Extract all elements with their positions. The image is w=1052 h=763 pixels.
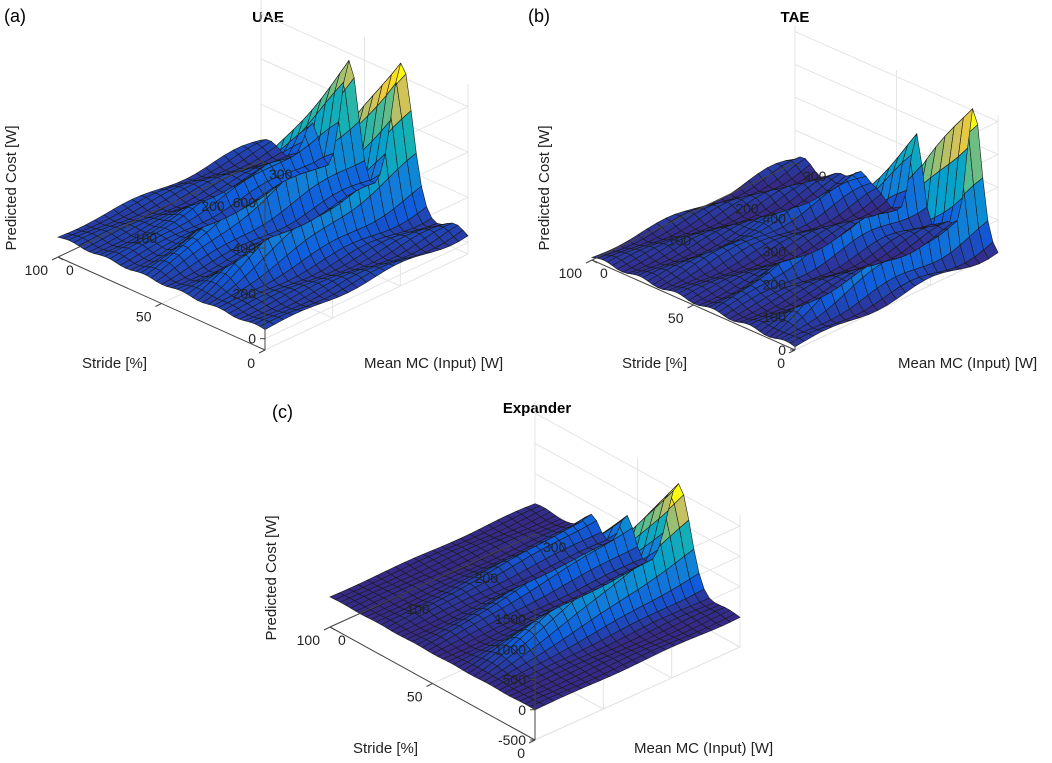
y-tick-mark	[659, 227, 665, 232]
x-tick-label: 0	[247, 355, 255, 371]
x-tick-mark	[426, 683, 433, 687]
z-tick-label: 0	[248, 331, 256, 347]
x-tick-mark	[687, 304, 694, 309]
z-tick-label: 300	[763, 243, 787, 259]
y-tick-mark	[260, 160, 267, 165]
y-tick-mark	[727, 194, 733, 199]
x-tick-mark	[585, 259, 593, 264]
y-tick-label: 0	[600, 265, 608, 281]
y-axis-line	[329, 533, 536, 628]
panel-c-surface	[329, 483, 741, 711]
panel-b-zlabel: Predicted Cost [W]	[536, 125, 553, 250]
y-tick-label: 0	[338, 632, 346, 648]
y-tick-mark	[398, 595, 404, 600]
panel-a-axes: 0 50 100 0 100 200 300 0 200 400 600	[25, 160, 293, 371]
y-tick-label: 0	[66, 262, 74, 278]
x-tick-label: 100	[25, 262, 49, 278]
z-tick-label: 1500	[495, 611, 526, 627]
surface-patch	[524, 503, 541, 511]
x-tick-label: 0	[777, 355, 785, 371]
panel-b-surface	[590, 107, 999, 348]
panel-c-title: Expander	[503, 400, 572, 417]
x-tick-mark	[51, 256, 59, 261]
y-tick-label: 200	[475, 570, 499, 586]
panel-b-title: TAE	[781, 9, 810, 26]
panel-c-zlabel: Predicted Cost [W]	[263, 515, 280, 640]
z-tick-label: -500	[498, 732, 526, 748]
y-tick-mark	[591, 259, 598, 264]
y-tick-mark	[193, 192, 199, 197]
z-tick-label: 400	[763, 211, 787, 227]
x-tick-mark	[258, 349, 266, 354]
y-tick-label: 200	[735, 200, 759, 216]
z-tick-label: 0	[778, 342, 786, 358]
y-tick-label: 100	[668, 233, 692, 249]
grid-line	[264, 253, 469, 351]
panel-a-title: UAE	[252, 9, 284, 26]
y-tick-mark	[57, 256, 64, 261]
y-axis-line	[591, 162, 796, 261]
panel-b-axes: 0 50 100 0 100 200 300 0 100 200 300 400	[559, 162, 827, 371]
y-tick-mark	[466, 564, 472, 569]
y-tick-mark	[125, 224, 131, 229]
grid-line	[794, 252, 999, 351]
panel-b-xlabel: Stride [%]	[622, 355, 687, 372]
panel-a-zlabel: Predicted Cost [W]	[3, 125, 20, 250]
panel-b-ylabel: Mean MC (Input) [W]	[898, 355, 1037, 372]
surface-patch	[785, 156, 801, 161]
panel-c-xlabel: Stride [%]	[353, 740, 418, 757]
panel-b-tae: (b) TAE 0 50 100 0 100 200 300 0 100 200 300 400 St…	[528, 6, 1037, 372]
y-tick-mark	[534, 533, 541, 538]
y-tick-label: 300	[803, 168, 827, 184]
x-tick-label: 100	[559, 265, 583, 281]
y-axis-line	[57, 160, 262, 258]
panel-a-surface	[57, 59, 469, 330]
z-tick-label: 400	[233, 240, 257, 256]
panel-b-label: (b)	[528, 6, 550, 26]
x-tick-label: 100	[297, 632, 321, 648]
y-tick-mark	[794, 162, 801, 167]
y-tick-label: 200	[201, 198, 225, 214]
x-tick-mark	[323, 626, 331, 631]
surface-patch	[251, 139, 267, 144]
y-tick-mark	[329, 626, 336, 631]
y-tick-label: 300	[543, 539, 567, 555]
x-tick-mark	[155, 303, 162, 307]
x-tick-label: 0	[517, 745, 525, 761]
y-tick-label: 100	[406, 601, 430, 617]
z-tick-label: 0	[518, 702, 526, 718]
z-tick-label: 100	[763, 309, 787, 325]
y-tick-label: 100	[134, 230, 158, 246]
panel-a-xlabel: Stride [%]	[82, 355, 147, 372]
panel-c-label: (c)	[272, 402, 293, 422]
z-tick-label: 500	[503, 672, 527, 688]
y-tick-label: 300	[269, 166, 293, 182]
z-tick-label: 1000	[495, 641, 526, 657]
x-tick-label: 50	[668, 310, 684, 326]
panel-a-uae: (a) UAE 0 50 100 0 100 200 300 0 200 400 600 Strid…	[3, 0, 503, 372]
panel-a-ylabel: Mean MC (Input) [W]	[364, 355, 503, 372]
z-tick-label: 200	[763, 276, 787, 292]
panel-c-ylabel: Mean MC (Input) [W]	[634, 740, 773, 757]
z-tick-label: 200	[233, 285, 257, 301]
panel-a-label: (a)	[4, 6, 26, 26]
x-tick-label: 50	[407, 689, 423, 705]
z-tick-label: 600	[233, 195, 257, 211]
grid-line	[534, 646, 741, 741]
x-tick-label: 50	[136, 309, 152, 325]
